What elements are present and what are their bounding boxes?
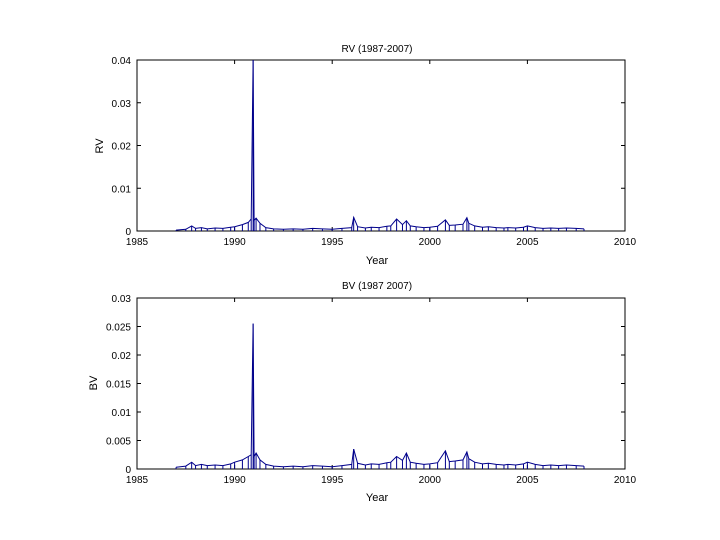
- rv-chart: RV (1987-2007) Year RV 1985 1990 1995 2000 2…: [94, 44, 637, 267]
- bv-chart: BV (1987 2007) Year BV 1985 1990 1995 2000 2…: [88, 281, 637, 504]
- rv-xtick-label: 2000: [419, 237, 442, 248]
- rv-xtick-label: 2005: [516, 237, 539, 248]
- bv-ytick-label: 0.015: [106, 380, 131, 391]
- rv-series-line: [175, 59, 585, 231]
- bv-plot-area: 1985 1990 1995 2000 2005 2010 0 0.005 0.01 0.015 0…: [106, 294, 637, 486]
- rv-ytick-label: 0.04: [112, 56, 132, 67]
- rv-xtick-label: 1985: [126, 237, 149, 248]
- bv-chart-ylabel: BV: [88, 375, 100, 390]
- rv-chart-xlabel: Year: [366, 255, 389, 267]
- rv-xtick-label: 1995: [321, 237, 344, 248]
- rv-plot-area: 1985 1990 1995 2000 2005 2010 0 0.01 0.02 0.03 0.0…: [112, 56, 637, 248]
- bv-xtick-label: 1995: [321, 475, 344, 486]
- bv-chart-title: BV (1987 2007): [342, 281, 412, 292]
- rv-chart-ylabel: RV: [94, 138, 106, 154]
- bv-chart-xlabel: Year: [366, 492, 389, 504]
- bv-xtick-label: 1985: [126, 475, 149, 486]
- bv-ytick-label: 0.01: [112, 408, 132, 419]
- bv-ytick-label: 0.025: [106, 323, 131, 334]
- rv-xtick-label: 2010: [614, 237, 637, 248]
- rv-ytick-label: 0.01: [112, 184, 132, 195]
- bv-ytick-label: 0.03: [112, 294, 132, 305]
- bv-xtick-label: 2005: [516, 475, 539, 486]
- bv-ytick-label: 0.005: [106, 437, 131, 448]
- bv-ytick-label: 0.02: [112, 351, 132, 362]
- rv-axes-frame: [136, 59, 626, 232]
- rv-ytick-label: 0.03: [112, 99, 132, 110]
- bv-xtick-label: 2010: [614, 475, 637, 486]
- rv-ytick-label: 0.02: [112, 142, 132, 153]
- bv-series-line: [175, 323, 585, 468]
- rv-ytick-label: 0: [125, 227, 131, 238]
- rv-chart-title: RV (1987-2007): [342, 44, 413, 55]
- bv-ytick-label: 0: [125, 465, 131, 476]
- rv-xtick-label: 1990: [223, 237, 246, 248]
- bv-axes-frame: [136, 297, 626, 470]
- bv-xtick-label: 2000: [419, 475, 442, 486]
- bv-xtick-label: 1990: [223, 475, 246, 486]
